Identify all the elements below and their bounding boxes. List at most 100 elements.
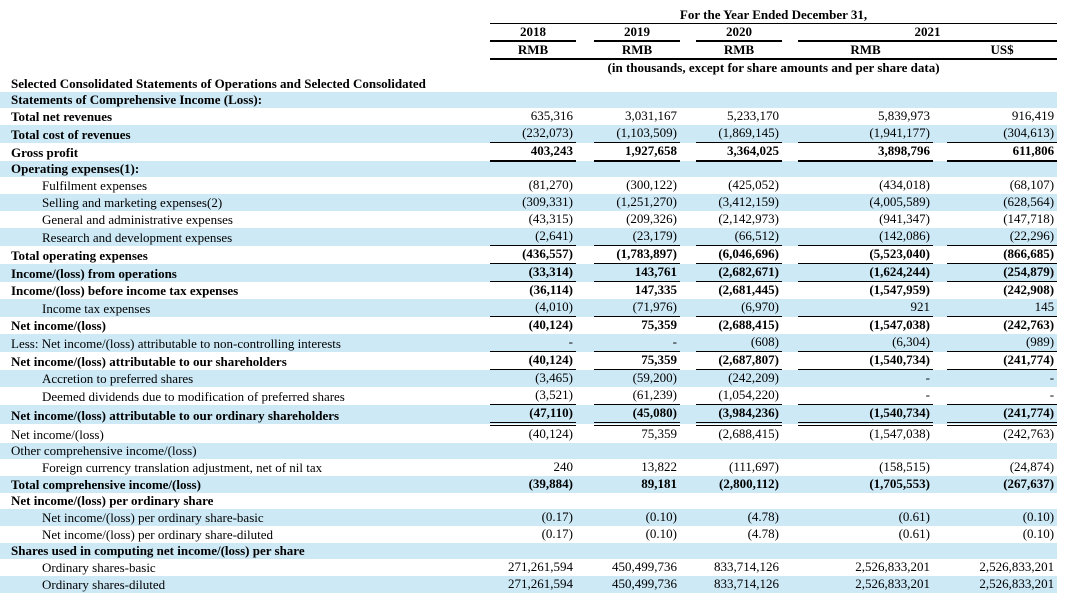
value-2021-usd: (24,874) <box>1009 459 1055 474</box>
value-2021-usd: (242,908) <box>1003 282 1055 297</box>
value-2021-rmb: (1,547,959) <box>869 282 930 297</box>
currency-header-row: RMB RMB RMB RMB US$ <box>0 41 1058 60</box>
column-gap <box>782 24 798 42</box>
column-gap <box>782 317 798 335</box>
column-gap <box>576 264 594 282</box>
value-2021-usd: (304,613) <box>947 125 1058 143</box>
header-spacer <box>0 24 490 42</box>
value-2018-rmb: 403,243 <box>490 142 576 162</box>
value-2020-rmb: (2,682,671) <box>696 263 782 282</box>
value-2021-usd: (241,774) <box>947 404 1058 426</box>
column-gap <box>680 246 696 264</box>
value-2019-rmb: 450,499,736 <box>612 559 677 574</box>
value-2019-rmb: (1,103,509) <box>594 125 680 143</box>
column-gap <box>933 143 947 162</box>
column-gap <box>680 24 696 42</box>
column-gap <box>782 264 798 282</box>
value-2020-rmb: (242,209) <box>728 370 779 385</box>
value-2021-usd: 145 <box>947 299 1058 317</box>
row-label: Total operating expenses <box>11 247 148 263</box>
value-2018-rmb <box>490 161 576 177</box>
table-row: Shares used in computing net income/(los… <box>0 543 1058 559</box>
value-2019-rmb: (1,251,270) <box>616 194 677 209</box>
currency-rmb-2020: RMB <box>696 41 782 60</box>
row-label: Net income/(loss) per ordinary share-bas… <box>42 510 264 525</box>
value-2020-rmb: (66,512) <box>696 228 782 246</box>
column-gap <box>576 282 594 300</box>
value-2021-rmb: (1,705,553) <box>869 476 930 491</box>
value-2018-rmb: 271,261,594 <box>508 559 573 574</box>
row-label: Operating expenses(1): <box>11 161 140 176</box>
column-gap <box>782 493 798 509</box>
value-2020-rmb: (2,688,415) <box>718 317 779 332</box>
value-2018-rmb: (47,110) <box>490 404 576 426</box>
column-gap <box>782 108 798 125</box>
value-2019-rmb: (45,080) <box>594 404 680 426</box>
column-gap <box>933 443 947 459</box>
column-gap <box>933 194 947 211</box>
column-gap <box>680 576 696 593</box>
financial-table: For the Year Ended December 31, 2018 201… <box>0 7 1058 593</box>
value-2021-rmb: 3,898,796 <box>798 142 933 162</box>
table-row: General and administrative expenses (43,… <box>0 211 1057 228</box>
value-2020-rmb: 833,714,126 <box>714 559 779 574</box>
value-2020-rmb: 833,714,126 <box>714 576 779 591</box>
value-2021-usd: (0.10) <box>1022 509 1055 524</box>
column-gap <box>680 476 696 493</box>
value-2021-usd <box>947 161 1057 177</box>
value-2021-usd: (0.10) <box>1022 526 1055 541</box>
row-label: Gross profit <box>11 145 79 160</box>
value-2020-rmb: (4.78) <box>747 509 779 524</box>
row-label: Deemed dividends due to modification of … <box>42 388 345 404</box>
value-2021-rmb: (158,515) <box>879 459 930 474</box>
value-2021-usd: 611,806 <box>947 142 1058 162</box>
column-gap <box>680 334 696 352</box>
table-row: Total net revenues 635,316 3,031,167 5,2… <box>0 108 1057 125</box>
column-gap <box>576 92 594 108</box>
row-label: Accretion to preferred shares <box>42 371 194 386</box>
column-gap <box>933 211 947 228</box>
value-2018-rmb <box>490 443 576 459</box>
value-2019-rmb: 450,499,736 <box>612 576 677 591</box>
row-label: Selected Consolidated Statements of Oper… <box>11 76 426 91</box>
year-2019: 2019 <box>594 23 680 42</box>
table-row: Income/(loss) before income tax expenses… <box>0 282 1057 300</box>
column-gap <box>680 264 696 282</box>
value-2021-rmb: (1,547,038) <box>869 317 930 332</box>
table-row: Fulfilment expenses (81,270) (300,122) (… <box>0 177 1057 194</box>
column-gap <box>576 24 594 42</box>
value-2021-rmb <box>798 76 933 92</box>
column-gap <box>576 493 594 509</box>
column-gap <box>782 299 798 317</box>
column-gap <box>680 526 696 543</box>
table-row: Net income/(loss) attributable to our sh… <box>0 351 1058 370</box>
value-2020-rmb: (1,054,220) <box>696 387 782 405</box>
column-gap <box>782 211 798 228</box>
value-2021-rmb: (1,540,734) <box>798 351 933 370</box>
column-gap <box>680 76 696 92</box>
value-2021-usd: (22,296) <box>947 228 1058 246</box>
column-gap <box>782 76 798 92</box>
units-note-row: (in thousands, except for share amounts … <box>0 59 1057 76</box>
table-row: Ordinary shares-diluted 271,261,594 450,… <box>0 576 1058 593</box>
column-gap <box>576 576 594 593</box>
column-gap <box>782 370 798 388</box>
value-2019-rmb: 1,927,658 <box>594 142 680 162</box>
column-gap <box>933 246 947 264</box>
column-gap <box>933 424 947 443</box>
column-gap <box>933 108 947 125</box>
value-2021-rmb: 5,839,973 <box>878 108 930 123</box>
value-2018-rmb: (43,315) <box>528 211 573 226</box>
column-gap <box>680 143 696 162</box>
column-gap <box>576 211 594 228</box>
table-row: Net income/(loss) attributable to our or… <box>0 404 1058 426</box>
value-2020-rmb: (3,984,236) <box>696 404 782 426</box>
value-2019-rmb: 89,181 <box>641 476 677 491</box>
column-gap <box>782 387 798 405</box>
value-2018-rmb: (40,124) <box>528 426 573 441</box>
value-2021-rmb: (0.61) <box>898 509 930 524</box>
column-gap <box>576 387 594 405</box>
row-label: Ordinary shares-diluted <box>42 577 166 592</box>
value-2019-rmb: (23,179) <box>594 228 680 246</box>
